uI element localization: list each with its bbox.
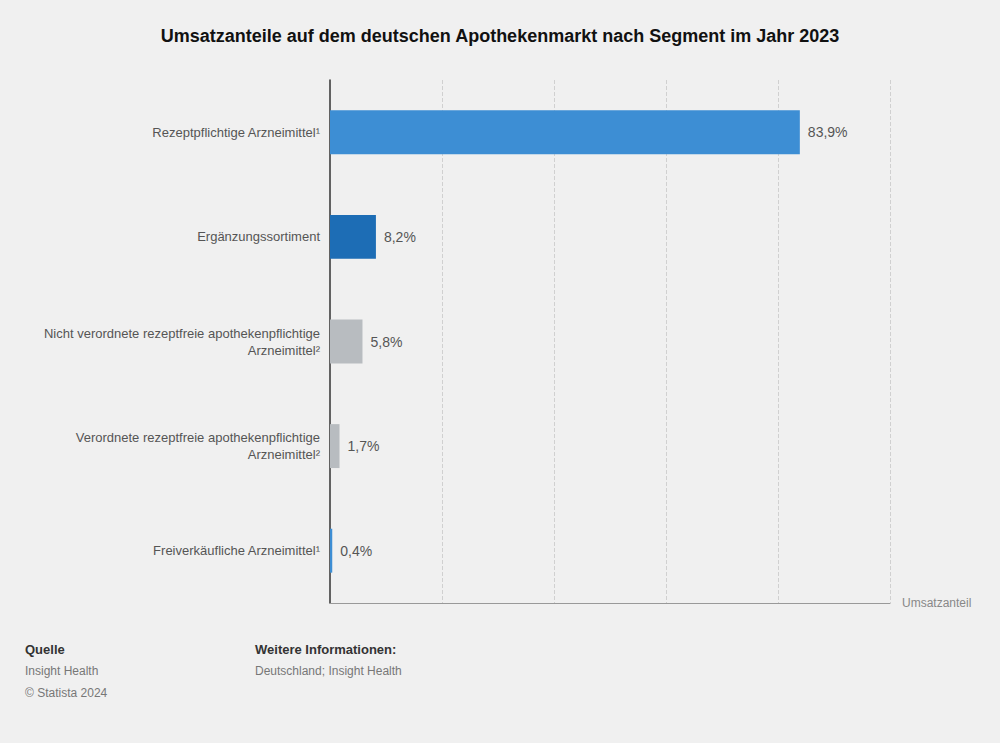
svg-text:5,8%: 5,8% bbox=[370, 334, 402, 350]
svg-text:Insight Health: Insight Health bbox=[25, 664, 98, 678]
svg-text:© Statista 2024: © Statista 2024 bbox=[25, 686, 108, 700]
svg-text:Arzneimittel²: Arzneimittel² bbox=[248, 447, 321, 462]
svg-text:Deutschland; Insight Health: Deutschland; Insight Health bbox=[255, 664, 402, 678]
svg-text:Freiverkäufliche Arzneimittel¹: Freiverkäufliche Arzneimittel¹ bbox=[153, 543, 321, 558]
svg-text:Rezeptpflichtige Arzneimittel¹: Rezeptpflichtige Arzneimittel¹ bbox=[152, 125, 320, 140]
svg-text:Weitere Informationen:: Weitere Informationen: bbox=[255, 642, 396, 657]
svg-text:Nicht verordnete rezeptfreie a: Nicht verordnete rezeptfreie apothekenpf… bbox=[44, 326, 320, 341]
svg-text:Ergänzungssortiment: Ergänzungssortiment bbox=[197, 229, 320, 244]
svg-text:1,7%: 1,7% bbox=[348, 438, 380, 454]
svg-text:83,9%: 83,9% bbox=[808, 124, 848, 140]
svg-text:Arzneimittel²: Arzneimittel² bbox=[248, 343, 321, 358]
svg-text:0,4%: 0,4% bbox=[340, 543, 372, 559]
svg-text:Umsatzanteil: Umsatzanteil bbox=[902, 596, 971, 610]
svg-text:Quelle: Quelle bbox=[25, 642, 65, 657]
svg-text:Verordnete rezeptfreie apothek: Verordnete rezeptfreie apothekenpflichti… bbox=[76, 430, 320, 445]
svg-text:Umsatzanteile auf dem deutsche: Umsatzanteile auf dem deutschen Apotheke… bbox=[161, 26, 840, 46]
svg-text:8,2%: 8,2% bbox=[384, 229, 416, 245]
